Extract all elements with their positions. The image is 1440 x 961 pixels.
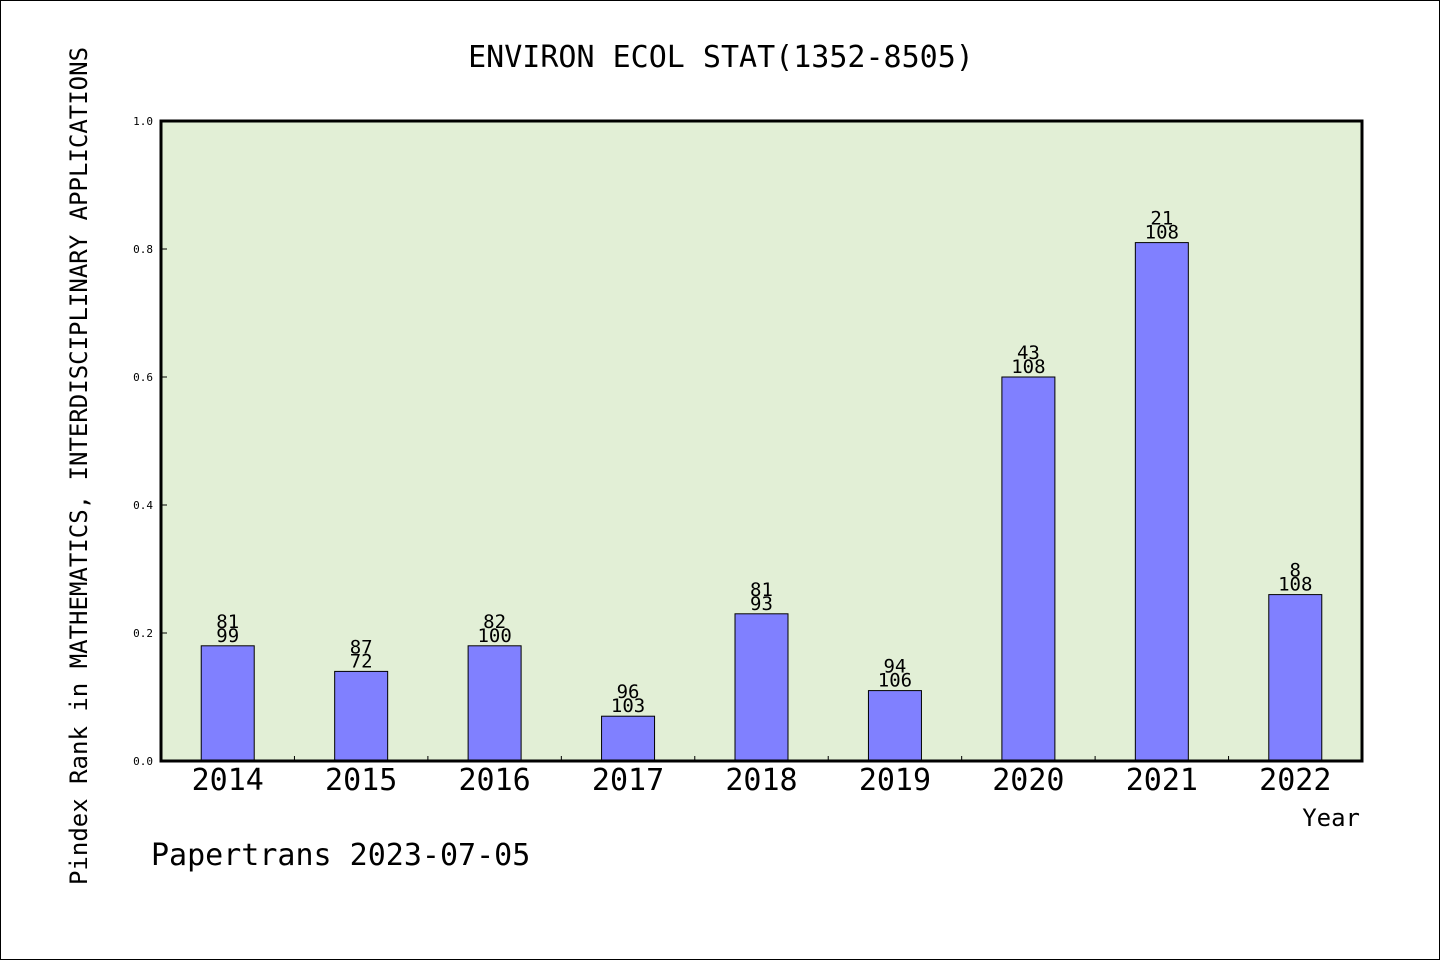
bar-total-label: 103 — [611, 695, 645, 717]
bar — [1001, 376, 1056, 762]
x-tick-label: 2017 — [592, 763, 664, 798]
y-tick-label: 0.4 — [133, 499, 153, 512]
x-tick-label: 2020 — [992, 763, 1064, 798]
bar-total-label: 108 — [1011, 356, 1045, 378]
bar-rank-label: 87 — [350, 636, 373, 658]
bar — [334, 670, 389, 762]
bar-rank-label: 21 — [1150, 208, 1173, 230]
bars-group: 8199877282100961038193941064310821108810… — [200, 208, 1323, 762]
bar — [1268, 594, 1323, 762]
x-tick-label: 2019 — [859, 763, 931, 798]
bar-rank-label: 81 — [750, 579, 773, 601]
y-tick-label: 0.8 — [133, 243, 153, 256]
bar-total-label: 106 — [878, 670, 912, 692]
bar — [1134, 242, 1189, 762]
x-axis-label: Year — [1302, 804, 1360, 832]
footer-credit: Papertrans 2023-07-05 — [151, 838, 530, 873]
y-axis-label: Pindex Rank in MATHEMATICS, INTERDISCIPL… — [65, 47, 93, 885]
x-tick-label: 2021 — [1126, 763, 1198, 798]
bar — [601, 715, 656, 762]
chart-title: ENVIRON ECOL STAT(1352-8505) — [468, 40, 974, 75]
bar-total-label: 108 — [1278, 574, 1312, 596]
bar-rank-label: 43 — [1017, 342, 1040, 364]
x-tick-label: 2022 — [1259, 763, 1331, 798]
bar — [200, 645, 255, 762]
bar-rank-label: 96 — [617, 681, 640, 703]
y-tick-label: 0.0 — [133, 755, 153, 768]
bar-rank-label: 82 — [483, 611, 506, 633]
bar-total-label: 99 — [216, 625, 239, 647]
x-tick-label: 2015 — [325, 763, 397, 798]
y-axis: 0.0 0.2 0.4 0.6 0.8 1.0 — [133, 115, 167, 768]
bar-rank-label: 81 — [216, 611, 239, 633]
y-tick-label: 1.0 — [133, 115, 153, 128]
x-tick-label: 2018 — [725, 763, 797, 798]
bar-rank-label: 94 — [883, 656, 906, 678]
bar — [867, 690, 922, 762]
x-axis: 2014 2015 2016 2017 2018 2019 2020 2021 2022 — [192, 756, 1331, 798]
y-tick-label: 0.2 — [133, 627, 153, 640]
bar-rank-label: 8 — [1290, 560, 1301, 582]
plot-border — [159, 119, 1364, 763]
bar-total-label: 108 — [1145, 222, 1179, 244]
bar-total-label: 93 — [750, 593, 773, 615]
bar — [734, 613, 789, 762]
bar-total-label: 72 — [350, 650, 373, 672]
x-tick-label: 2014 — [192, 763, 264, 798]
bar-total-label: 100 — [477, 625, 511, 647]
x-tick-label: 2016 — [458, 763, 530, 798]
bar — [467, 645, 522, 762]
y-tick-label: 0.6 — [133, 371, 153, 384]
